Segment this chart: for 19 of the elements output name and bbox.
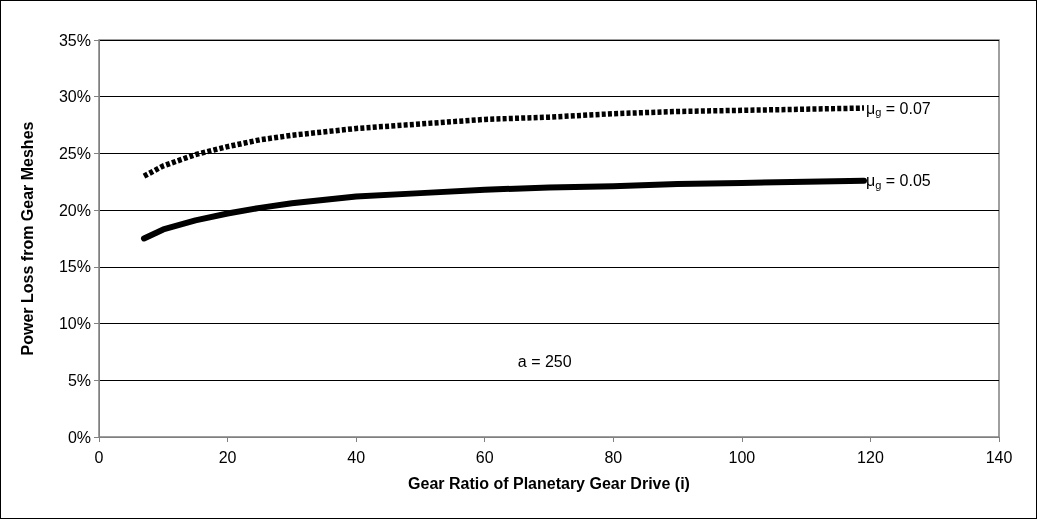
y-tick-label: 5% [67,371,91,389]
x-axis-title: Gear Ratio of Planetary Gear Drive (i) [408,474,690,492]
x-tick-label: 60 [475,448,494,466]
x-tick-label: 40 [347,448,366,466]
x-tick-label: 80 [604,448,623,466]
x-tick-label: 0 [94,448,104,466]
y-tick-label: 0% [67,428,91,446]
x-tick-label: 140 [985,448,1013,466]
y-tick-label: 30% [58,88,91,106]
x-tick-label: 120 [857,448,884,466]
y-tick-label: 25% [58,144,91,162]
y-axis-title: Power Loss from Gear Meshes [18,121,36,356]
x-tick-label: 100 [728,448,756,466]
y-tick-label: 20% [58,201,91,219]
y-tick-label: 35% [58,31,91,49]
y-tick-label: 10% [58,315,91,333]
y-tick-label: 15% [58,258,91,276]
x-tick-label: 20 [218,448,237,466]
annotation: a = 250 [517,352,572,370]
